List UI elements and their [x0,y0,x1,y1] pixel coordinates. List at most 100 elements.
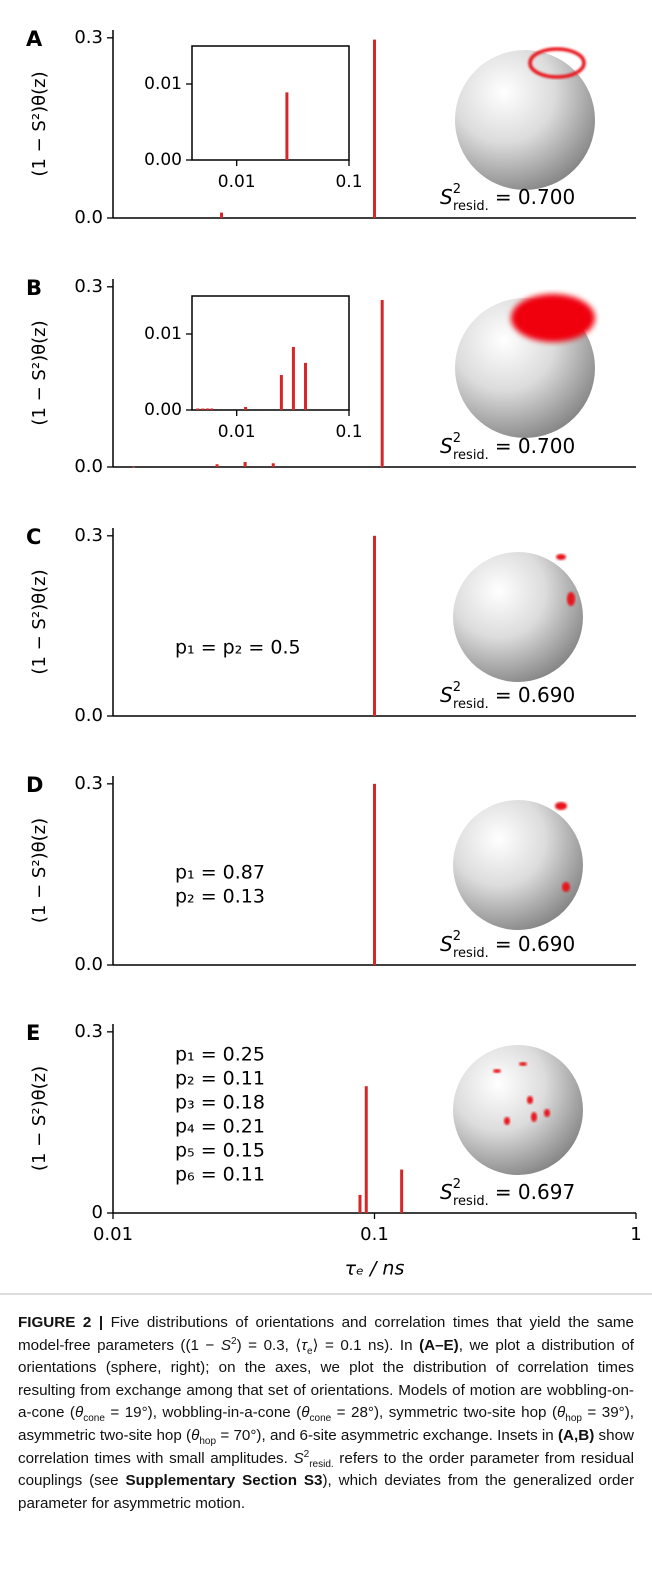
inset-frame [191,295,350,411]
bar [373,39,376,218]
bar [132,466,136,468]
order-parameter-label: S2 resid. = 0.690 [440,929,575,961]
sphere [453,800,583,930]
inset-frame [191,45,350,161]
bar [201,408,205,410]
annotation: p₃ = 0.18 [175,1092,265,1114]
bar [220,212,224,218]
x-tick-label: 0.01 [218,422,256,442]
subscript: resid. [453,1194,489,1209]
caption-segment: S [220,1336,232,1354]
caption-segment: show correlation times with small amplit… [18,1426,634,1467]
sphere-patch [511,294,595,342]
caption-segment: (A–E) [419,1336,459,1354]
annotation: p₂ = 0.13 [175,886,265,908]
superscript: 2 [453,680,461,695]
figure: 0.00.3(1 − S²)θ(z)AS2 resid. = 0.7000.000.… [0,27,652,1295]
caption-segment: resid. [309,1458,334,1470]
caption-segment: hop [199,1436,217,1447]
x-tick-label: 0.1 [335,172,362,192]
bar [243,462,247,467]
caption-segment: ⟩ = 0.1 ns). In [312,1336,420,1354]
caption-segment: FIGURE 2 | [18,1314,104,1331]
y-axis-label: (1 − S²)θ(z) [29,1066,50,1171]
sphere-spot [562,882,570,892]
annotation: p₂ = 0.11 [175,1068,265,1090]
bar [196,408,200,410]
symbol: S [440,932,453,956]
caption-segment: θ [191,1426,200,1444]
bar [291,346,295,410]
x-tick-label: 0.1 [360,1224,389,1245]
value: = 0.700 [495,434,575,458]
bar [210,408,214,410]
subscript: resid. [453,199,489,214]
caption-segment: θ [557,1404,566,1422]
caption-segment: cone [309,1413,332,1425]
sphere-spot [544,1109,550,1117]
caption-segment: τ [301,1336,308,1354]
x-axis-label: τₑ / ns [345,1258,405,1280]
sphere-spot [567,592,575,606]
symbol: S [440,434,453,458]
panel-label: D [26,773,43,797]
caption-segment: 2 [231,1335,237,1347]
order-parameter-label: S2 resid. = 0.700 [440,431,575,463]
caption-segment: , we plot a distribution of orientations… [18,1336,634,1422]
caption-segment: hop [565,1413,582,1425]
panel-label: A [26,27,43,51]
bar [244,406,248,410]
y-axis-label: (1 − S²)θ(z) [29,569,50,674]
caption-segment: ) = 0.3, ⟨ [236,1336,302,1354]
bar [373,535,376,716]
value: = 0.690 [495,683,575,707]
bar [364,1086,368,1213]
caption-segment: = 39°), asymmetric two-site hop ( [18,1404,634,1444]
annotation: p₄ = 0.21 [175,1116,265,1138]
y-tick-label: 0.00 [144,400,182,420]
y-tick-label: 0.0 [74,207,103,228]
subscript: resid. [453,946,489,961]
caption-segment: ), which deviates from the generalized o… [18,1472,634,1512]
y-axis-label: (1 − S²)θ(z) [29,320,50,425]
y-tick-label: 0.3 [74,276,103,297]
subscript: resid. [453,448,489,463]
symbol: S [440,185,453,209]
superscript: 2 [453,929,461,944]
bar [373,783,376,965]
bar [215,464,219,467]
caption-segment: S [293,1449,304,1467]
caption-segment: = 70°), and 6-site asymmetric exchange. … [216,1426,558,1444]
sphere-spot [493,1069,501,1073]
y-tick-label: 0.3 [74,525,103,546]
bar [380,300,384,467]
annotation: p₁ = 0.25 [175,1044,265,1066]
annotation: p₁ = 0.87 [175,862,265,884]
sphere [453,1045,583,1175]
sphere-spot [556,554,566,560]
x-tick-label: 1 [630,1224,641,1245]
caption-segment: e [307,1345,313,1357]
caption-segment: Five distributions of orientations and c… [18,1314,635,1354]
value: = 0.700 [495,185,575,209]
caption-segment: Supplementary Section S3 [125,1472,323,1490]
subscript: resid. [453,697,489,712]
superscript: 2 [453,182,461,197]
annotation: p₁ = p₂ = 0.5 [175,637,301,659]
order-parameter-label: S2 resid. = 0.700 [440,182,575,214]
x-tick-label: 0.01 [218,172,256,192]
y-tick-label: 0.0 [74,705,103,726]
y-axis-label: (1 − S²)θ(z) [29,71,50,176]
sphere-ring [528,47,586,79]
y-tick-label: 0.0 [74,456,103,477]
superscript: 2 [453,431,461,446]
annotation: p₅ = 0.15 [175,1140,265,1162]
x-tick-label: 0.01 [93,1224,133,1245]
panel-label: C [26,525,41,549]
value: = 0.697 [495,1180,575,1204]
value: = 0.690 [495,932,575,956]
sphere-spot [519,1062,527,1066]
caption-segment: θ [301,1404,310,1422]
y-tick-label: 0.01 [144,324,182,344]
caption: FIGURE 2 | Five distributions of orienta… [18,1312,634,1515]
